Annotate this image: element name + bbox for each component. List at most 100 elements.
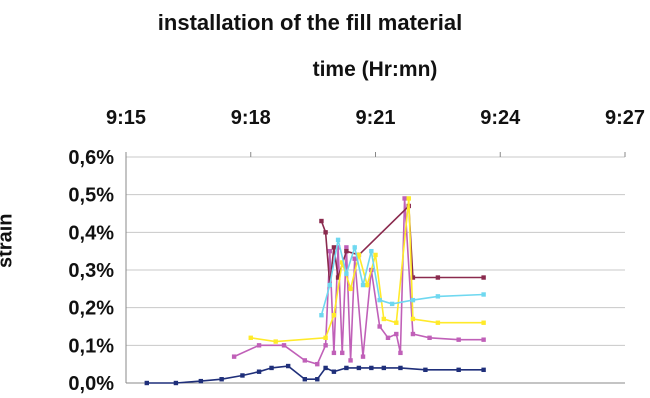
data-point (348, 286, 353, 292)
axes (125, 152, 626, 384)
x-tick-label: 9:24 (480, 107, 521, 129)
data-point (481, 320, 486, 325)
data-point (335, 237, 341, 243)
y-tick-label: 0,5% (68, 185, 114, 207)
data-point (323, 230, 328, 235)
y-tick-label: 0,2% (68, 298, 114, 320)
data-point (352, 256, 357, 261)
data-point (435, 275, 441, 280)
data-point (456, 337, 461, 342)
data-point (240, 373, 245, 378)
data-point (352, 245, 357, 250)
data-point (410, 297, 416, 303)
data-point (435, 294, 441, 299)
x-tick-label: 9:27 (605, 107, 645, 129)
y-tick-label: 0,6% (68, 147, 114, 169)
x-tick-labels: 9:15 9:18 9:21 9:24 9:27 (106, 107, 645, 129)
data-point (335, 245, 341, 250)
data-point (256, 343, 262, 348)
data-point (173, 380, 179, 386)
data-point (427, 335, 432, 340)
data-point (219, 377, 224, 382)
data-point (398, 365, 403, 371)
data-point (331, 369, 337, 374)
data-point (481, 275, 486, 280)
x-tick-label: 9:15 (106, 107, 146, 129)
series-line (233, 198, 484, 366)
data-point (402, 196, 407, 201)
data-point (323, 335, 328, 340)
data-point (331, 313, 337, 318)
data-point (198, 378, 204, 384)
data-point (373, 252, 378, 258)
data-point (394, 320, 399, 325)
y-tick-labels: 0,0% 0,1% 0,2% 0,3% 0,4% 0,5% 0,6% (68, 147, 114, 395)
series-line (320, 239, 484, 316)
series-1 (144, 363, 486, 386)
data-point (394, 331, 399, 337)
data-point (389, 301, 395, 307)
data-point (385, 335, 391, 340)
data-point (381, 365, 387, 371)
data-point (423, 367, 428, 373)
data-point (344, 245, 349, 250)
data-point (398, 350, 403, 356)
x-tick-label: 9:18 (231, 107, 271, 129)
y-tick-label: 0,0% (68, 373, 114, 395)
data-point (327, 282, 332, 288)
data-point (481, 292, 486, 297)
data-point (410, 316, 416, 322)
data-point (377, 324, 382, 329)
data-point (360, 354, 366, 359)
data-point (315, 377, 320, 382)
data-point (369, 365, 374, 371)
x-tick-label: 9:21 (355, 107, 395, 129)
data-point (381, 316, 387, 322)
data-point (410, 331, 416, 337)
data-point (377, 297, 382, 303)
data-point (327, 248, 332, 254)
data-point (369, 248, 374, 254)
data-point (285, 363, 291, 369)
data-point (273, 339, 278, 344)
data-point (269, 365, 274, 371)
data-point (302, 358, 308, 363)
data-point (456, 367, 461, 373)
data-point (335, 275, 341, 280)
x-axis-title: time (Hr:mn) (312, 58, 438, 81)
data-point (302, 377, 308, 382)
data-point (323, 343, 328, 348)
data-point (323, 365, 328, 371)
data-series (144, 196, 486, 386)
data-point (331, 245, 337, 250)
data-point (356, 365, 362, 371)
grid-lines (126, 156, 625, 346)
data-point (344, 271, 349, 276)
data-point (344, 365, 349, 371)
data-point (256, 369, 262, 374)
data-point (410, 275, 416, 280)
y-tick-label: 0,4% (68, 222, 114, 244)
y-tick-label: 0,3% (68, 260, 114, 282)
series-4 (248, 196, 486, 344)
data-point (406, 196, 411, 201)
data-point (481, 367, 486, 373)
data-point (340, 260, 345, 265)
data-point (248, 335, 253, 340)
data-point (315, 361, 320, 367)
data-point (360, 282, 366, 288)
data-point (231, 354, 237, 359)
data-point (319, 218, 324, 224)
data-point (348, 358, 353, 363)
data-point (331, 350, 337, 356)
data-point (281, 343, 287, 348)
data-point (344, 248, 349, 254)
data-point (435, 320, 441, 325)
data-point (481, 337, 486, 342)
data-point (319, 313, 324, 318)
y-tick-label: 0,1% (68, 335, 114, 357)
data-point (356, 252, 362, 258)
series-line (146, 365, 484, 384)
data-point (364, 282, 370, 288)
